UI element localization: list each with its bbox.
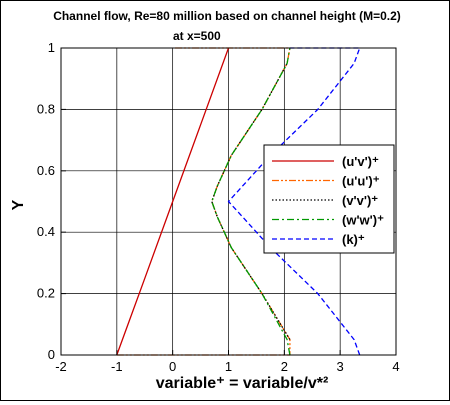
x-tick-label: -2 <box>55 359 67 374</box>
y-axis-label: Y <box>10 199 27 210</box>
legend: (u'v')⁺ (u'u')⁺ (v'v')⁺ (w'w')⁺ (k)⁺ <box>263 144 395 254</box>
y-tick-label: 0.6 <box>37 163 55 178</box>
legend-label-3: (w'w')⁺ <box>342 213 384 228</box>
x-tick-label: -1 <box>111 359 123 374</box>
series-group <box>116 47 361 356</box>
chart-title: Channel flow, Re=80 million based on cha… <box>53 9 401 23</box>
legend-label-4: (k)⁺ <box>342 232 365 247</box>
x-tick-label: 4 <box>392 359 399 374</box>
series-line-4 <box>227 47 361 356</box>
legend-label-2: (v'v')⁺ <box>342 193 378 208</box>
series-line-0 <box>116 47 230 356</box>
legend-label-0: (u'v')⁺ <box>342 154 379 169</box>
chart-subtitle: at x=500 <box>173 29 221 43</box>
y-tick-label: 0.8 <box>37 101 55 116</box>
legend-label-1: (u'u')⁺ <box>342 174 380 189</box>
x-tick-label: 2 <box>281 359 288 374</box>
axis-ticks: -2 -1 0 1 2 3 4 0 0.2 0.4 0.6 0.8 1 <box>37 40 400 374</box>
legend-box <box>263 144 395 254</box>
y-tick-label: 0 <box>48 347 55 362</box>
x-axis-label: variable⁺ = variable/v*² <box>156 375 329 392</box>
series-line-3 <box>211 47 291 356</box>
x-tick-label: 1 <box>225 359 232 374</box>
y-tick-label: 0.2 <box>37 286 55 301</box>
x-tick-label: 0 <box>169 359 176 374</box>
x-tick-label: 3 <box>337 359 344 374</box>
y-tick-label: 1 <box>48 40 55 55</box>
y-tick-label: 0.4 <box>37 224 55 239</box>
